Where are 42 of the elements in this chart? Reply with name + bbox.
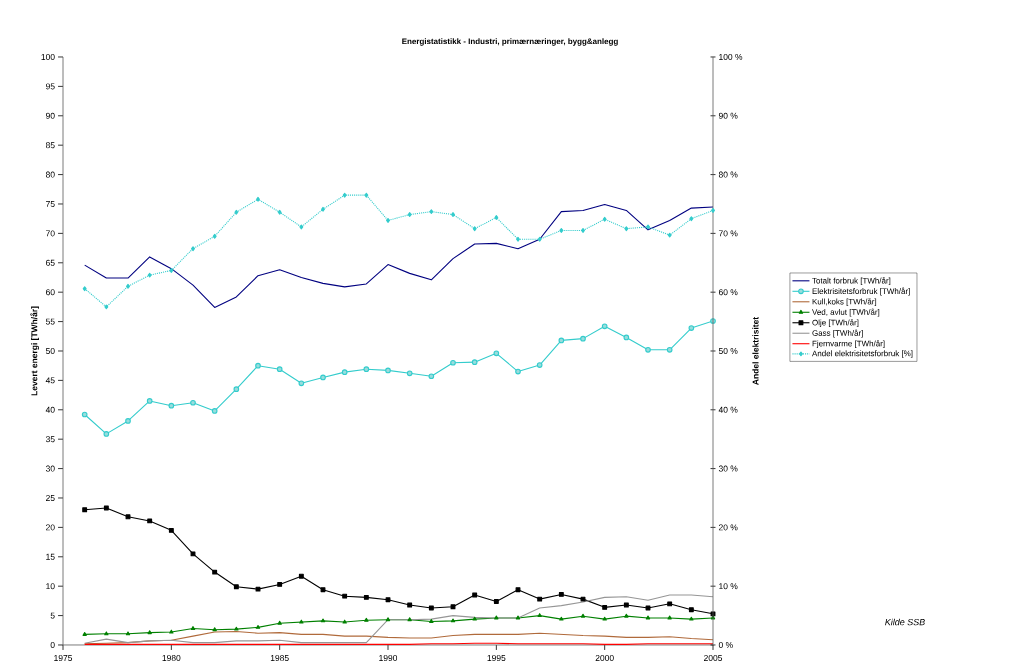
y-tick-label: 60	[46, 289, 55, 296]
x-tick-label: 1985	[270, 654, 289, 661]
y-tick-label: 0	[50, 641, 55, 648]
y-tick-label: 35	[45, 436, 55, 443]
y2-tick-label: 40 %	[718, 406, 738, 413]
x-tick-label: 1995	[487, 654, 506, 661]
y-tick-label: 20	[46, 524, 55, 531]
y-tick-label: 50	[45, 347, 55, 354]
y-tick-label: 5	[50, 612, 55, 619]
x-tick-label: 1990	[379, 654, 398, 661]
y2-axis-title: Andel elektrisitet	[752, 316, 759, 385]
y2-tick-label: 80 %	[718, 171, 738, 178]
x-tick-label: 2000	[595, 654, 614, 661]
y2-tick-label: 20 %	[718, 524, 738, 531]
y-tick-label: 25	[46, 494, 55, 501]
y-tick-label: 80	[45, 171, 55, 178]
y2-tick-label: 60 %	[718, 289, 738, 296]
x-tick-label: 2005	[704, 654, 723, 661]
y2-tick-label: 90 %	[718, 112, 738, 119]
text: Kilde SSB	[885, 618, 925, 626]
x-tick-label: 1980	[162, 654, 181, 661]
y-tick-label: 95	[45, 83, 55, 90]
y2-tick-label: 100 %	[719, 53, 743, 60]
y-tick-label: 45	[45, 377, 55, 384]
y-axis-title: Levert energi [TWh/år]	[30, 306, 40, 396]
y2-tick-label: 30 %	[718, 465, 738, 472]
y-tick-label: 85	[45, 142, 55, 149]
y-tick-label: 70	[46, 230, 55, 237]
y-tick-label: 30	[45, 465, 55, 472]
y-tick-label: 40	[45, 406, 55, 413]
y-tick-label: 15	[46, 553, 55, 560]
y-tick-label: 55	[45, 318, 55, 325]
y2-tick-label: 10 %	[719, 583, 738, 590]
x-tick-label: 1975	[54, 654, 73, 661]
y2-tick-label: 0 %	[718, 641, 733, 648]
y2-tick-label: 50 %	[718, 347, 738, 354]
y-tick-label: 75	[46, 201, 55, 207]
y-tick-label: 65	[46, 259, 55, 266]
y2-tick-label: 70 %	[718, 230, 738, 237]
y-tick-label: 100	[41, 53, 55, 60]
y-tick-label: 10	[46, 583, 55, 590]
y-tick-label: 90	[45, 112, 55, 119]
